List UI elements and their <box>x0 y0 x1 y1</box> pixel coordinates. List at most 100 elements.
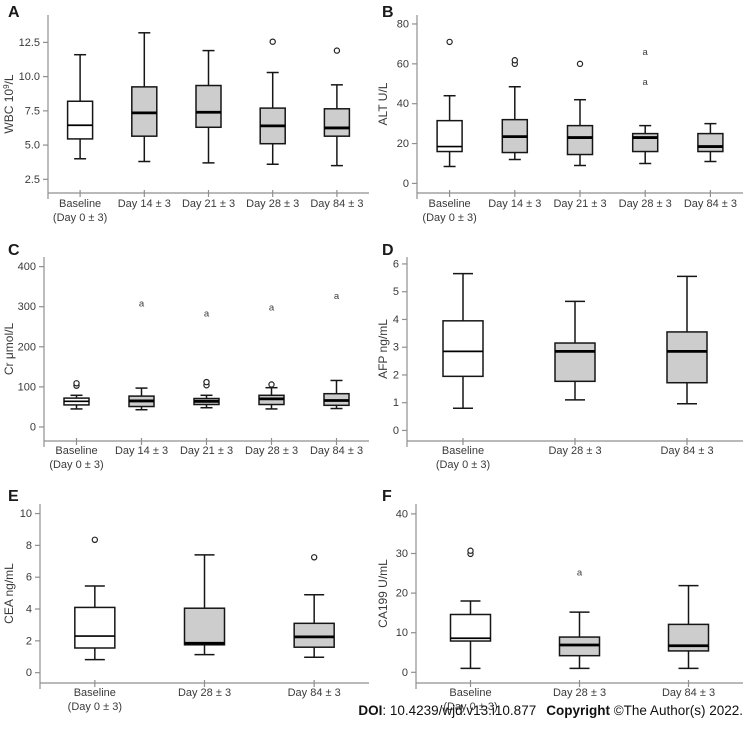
y-axis-label-E: CEA ng/mL <box>2 563 16 624</box>
svg-text:30: 30 <box>396 548 408 560</box>
svg-text:Baseline: Baseline <box>442 445 484 457</box>
outlier-circle-C-3-0 <box>268 381 275 388</box>
svg-text:Baseline: Baseline <box>428 198 470 210</box>
panel-letter-A: A <box>8 4 20 21</box>
svg-text:Day 28 ± 3: Day 28 ± 3 <box>553 687 606 699</box>
panel-letter-B: B <box>382 4 394 21</box>
iqr-box-A-4 <box>323 108 351 137</box>
svg-text:Baseline: Baseline <box>55 445 97 457</box>
iqr-box-F-0 <box>449 613 492 642</box>
x-tick-labels-C: Baseline (Day 0 ± 3) Day 14 ± 3 Day 21 ± 3 D… <box>49 445 363 471</box>
svg-text:Day 21 ± 3: Day 21 ± 3 <box>553 198 606 210</box>
outlier-extreme-C-2-2: a <box>204 309 210 320</box>
iqr-box-E-1 <box>183 607 226 646</box>
panel-letter-C: C <box>8 242 20 259</box>
svg-text:Day 84 ± 3: Day 84 ± 3 <box>684 198 737 210</box>
box-B-4 <box>697 122 724 163</box>
svg-text:Day 28 ± 3: Day 28 ± 3 <box>178 687 231 699</box>
iqr-box-D-1 <box>554 342 596 383</box>
outlier-circle-C-0-1 <box>73 380 80 387</box>
svg-text:Day 14 ± 3: Day 14 ± 3 <box>115 445 168 457</box>
box-A-1 <box>131 32 158 163</box>
y-axis-label-F: CA199 U/mL <box>376 559 390 628</box>
svg-text:0: 0 <box>26 667 32 679</box>
svg-text:0: 0 <box>403 178 409 190</box>
svg-text:Day 14 ± 3: Day 14 ± 3 <box>488 198 541 210</box>
iqr-box-B-4 <box>697 132 724 153</box>
y-axis-label-C: Cr μmol/L <box>2 323 16 376</box>
figure-footer: DOI: 10.4239/wjd.v13.i10.877 Copyright ©T… <box>358 703 743 718</box>
axes-C <box>39 257 369 447</box>
box-E-0 <box>74 536 116 661</box>
outlier-extreme-C-4-0: a <box>334 291 340 302</box>
panel-B-boxplot-alt: B ALT U/L 0 20 40 60 80 Baseline (Day 0 ± 3) Day … <box>376 4 743 224</box>
outlier-circle-C-2-1 <box>203 378 210 386</box>
y-axis-label-B: ALT U/L <box>376 82 390 125</box>
x-tick-labels-F: Baseline (Day 0 ± 3) Day 28 ± 3 Day 84 ± 3 <box>443 687 715 713</box>
outlier-circle-A-4-0 <box>333 47 341 54</box>
svg-text:Day 84 ± 3: Day 84 ± 3 <box>310 445 363 457</box>
svg-text:10: 10 <box>20 508 32 520</box>
panel-letter-F: F <box>382 488 392 505</box>
svg-text:2: 2 <box>393 369 399 381</box>
outlier-circle-F-0-1 <box>467 547 474 554</box>
box-B-0 <box>436 38 463 168</box>
svg-text:2: 2 <box>26 635 32 647</box>
svg-text:Day 28 ± 3: Day 28 ± 3 <box>619 198 672 210</box>
svg-text:Day 28 ± 3: Day 28 ± 3 <box>246 198 299 210</box>
panel-E-boxplot-cea: E CEA ng/mL 0 2 4 6 8 10 Baseline (Day 0 ± 3) Day … <box>2 488 369 713</box>
y-tick-labels-A: 2.5 5.0 7.5 10.0 12.5 <box>19 37 40 186</box>
box-F-1: a <box>558 568 601 670</box>
box-F-0 <box>449 547 492 670</box>
svg-text:(Day 0 ± 3): (Day 0 ± 3) <box>53 212 107 224</box>
box-D-0 <box>442 272 484 410</box>
svg-text:Baseline: Baseline <box>74 687 116 699</box>
y-tick-labels-C: 0 100 200 300 400 <box>18 261 36 433</box>
svg-text:Day 14 ± 3: Day 14 ± 3 <box>118 198 171 210</box>
iqr-box-A-0 <box>66 100 94 140</box>
outlier-circle-B-0-0 <box>446 38 453 46</box>
svg-text:3: 3 <box>393 342 399 354</box>
outlier-circle-E-0-0 <box>91 536 99 544</box>
svg-text:(Day 0 ± 3): (Day 0 ± 3) <box>443 701 497 713</box>
iqr-box-E-0 <box>74 606 116 649</box>
outlier-circle-A-3-0 <box>269 38 276 45</box>
svg-text:40: 40 <box>397 98 409 110</box>
box-C-3: a <box>258 303 285 410</box>
svg-text:6: 6 <box>26 572 32 584</box>
svg-text:20: 20 <box>397 138 409 150</box>
x-tick-labels-D: Baseline (Day 0 ± 3) Day 28 ± 3 Day 84 ± 3 <box>436 445 714 471</box>
svg-text:60: 60 <box>397 58 409 70</box>
svg-text:2.5: 2.5 <box>25 174 40 186</box>
box-A-2 <box>195 49 222 164</box>
svg-text:80: 80 <box>397 18 409 30</box>
svg-text:300: 300 <box>18 301 36 313</box>
svg-text:0: 0 <box>30 421 36 433</box>
box-B-1 <box>501 57 529 161</box>
box-D-2 <box>666 275 708 405</box>
svg-text:Day 84 ± 3: Day 84 ± 3 <box>310 198 363 210</box>
y-axis-label-D: AFP ng/mL <box>376 319 390 379</box>
svg-text:Baseline: Baseline <box>59 198 101 210</box>
copyright-value: ©The Author(s) 2022. <box>609 703 743 718</box>
iqr-box-D-2 <box>666 331 708 384</box>
outlier-circle-E-2-0 <box>310 554 318 561</box>
box-D-1 <box>554 300 596 401</box>
box-A-4 <box>323 47 351 167</box>
box-E-1 <box>183 554 226 656</box>
doi-label: DOI <box>358 703 383 718</box>
y-tick-labels-E: 0 2 4 6 8 10 <box>20 508 32 679</box>
box-C-1: a <box>128 299 155 411</box>
svg-text:4: 4 <box>26 604 32 616</box>
box-A-3 <box>259 38 286 165</box>
svg-text:(Day 0 ± 3): (Day 0 ± 3) <box>68 701 122 713</box>
copyright-label: Copyright <box>546 703 610 718</box>
outlier-extreme-B-3-1: a <box>643 47 649 58</box>
svg-text:Day 21 ± 3: Day 21 ± 3 <box>180 445 233 457</box>
svg-text:(Day 0 ± 3): (Day 0 ± 3) <box>422 212 476 224</box>
iqr-box-E-2 <box>293 622 335 648</box>
box-C-2: a <box>193 309 220 409</box>
outlier-circle-B-1-1 <box>511 57 518 64</box>
box-C-0 <box>63 380 90 410</box>
